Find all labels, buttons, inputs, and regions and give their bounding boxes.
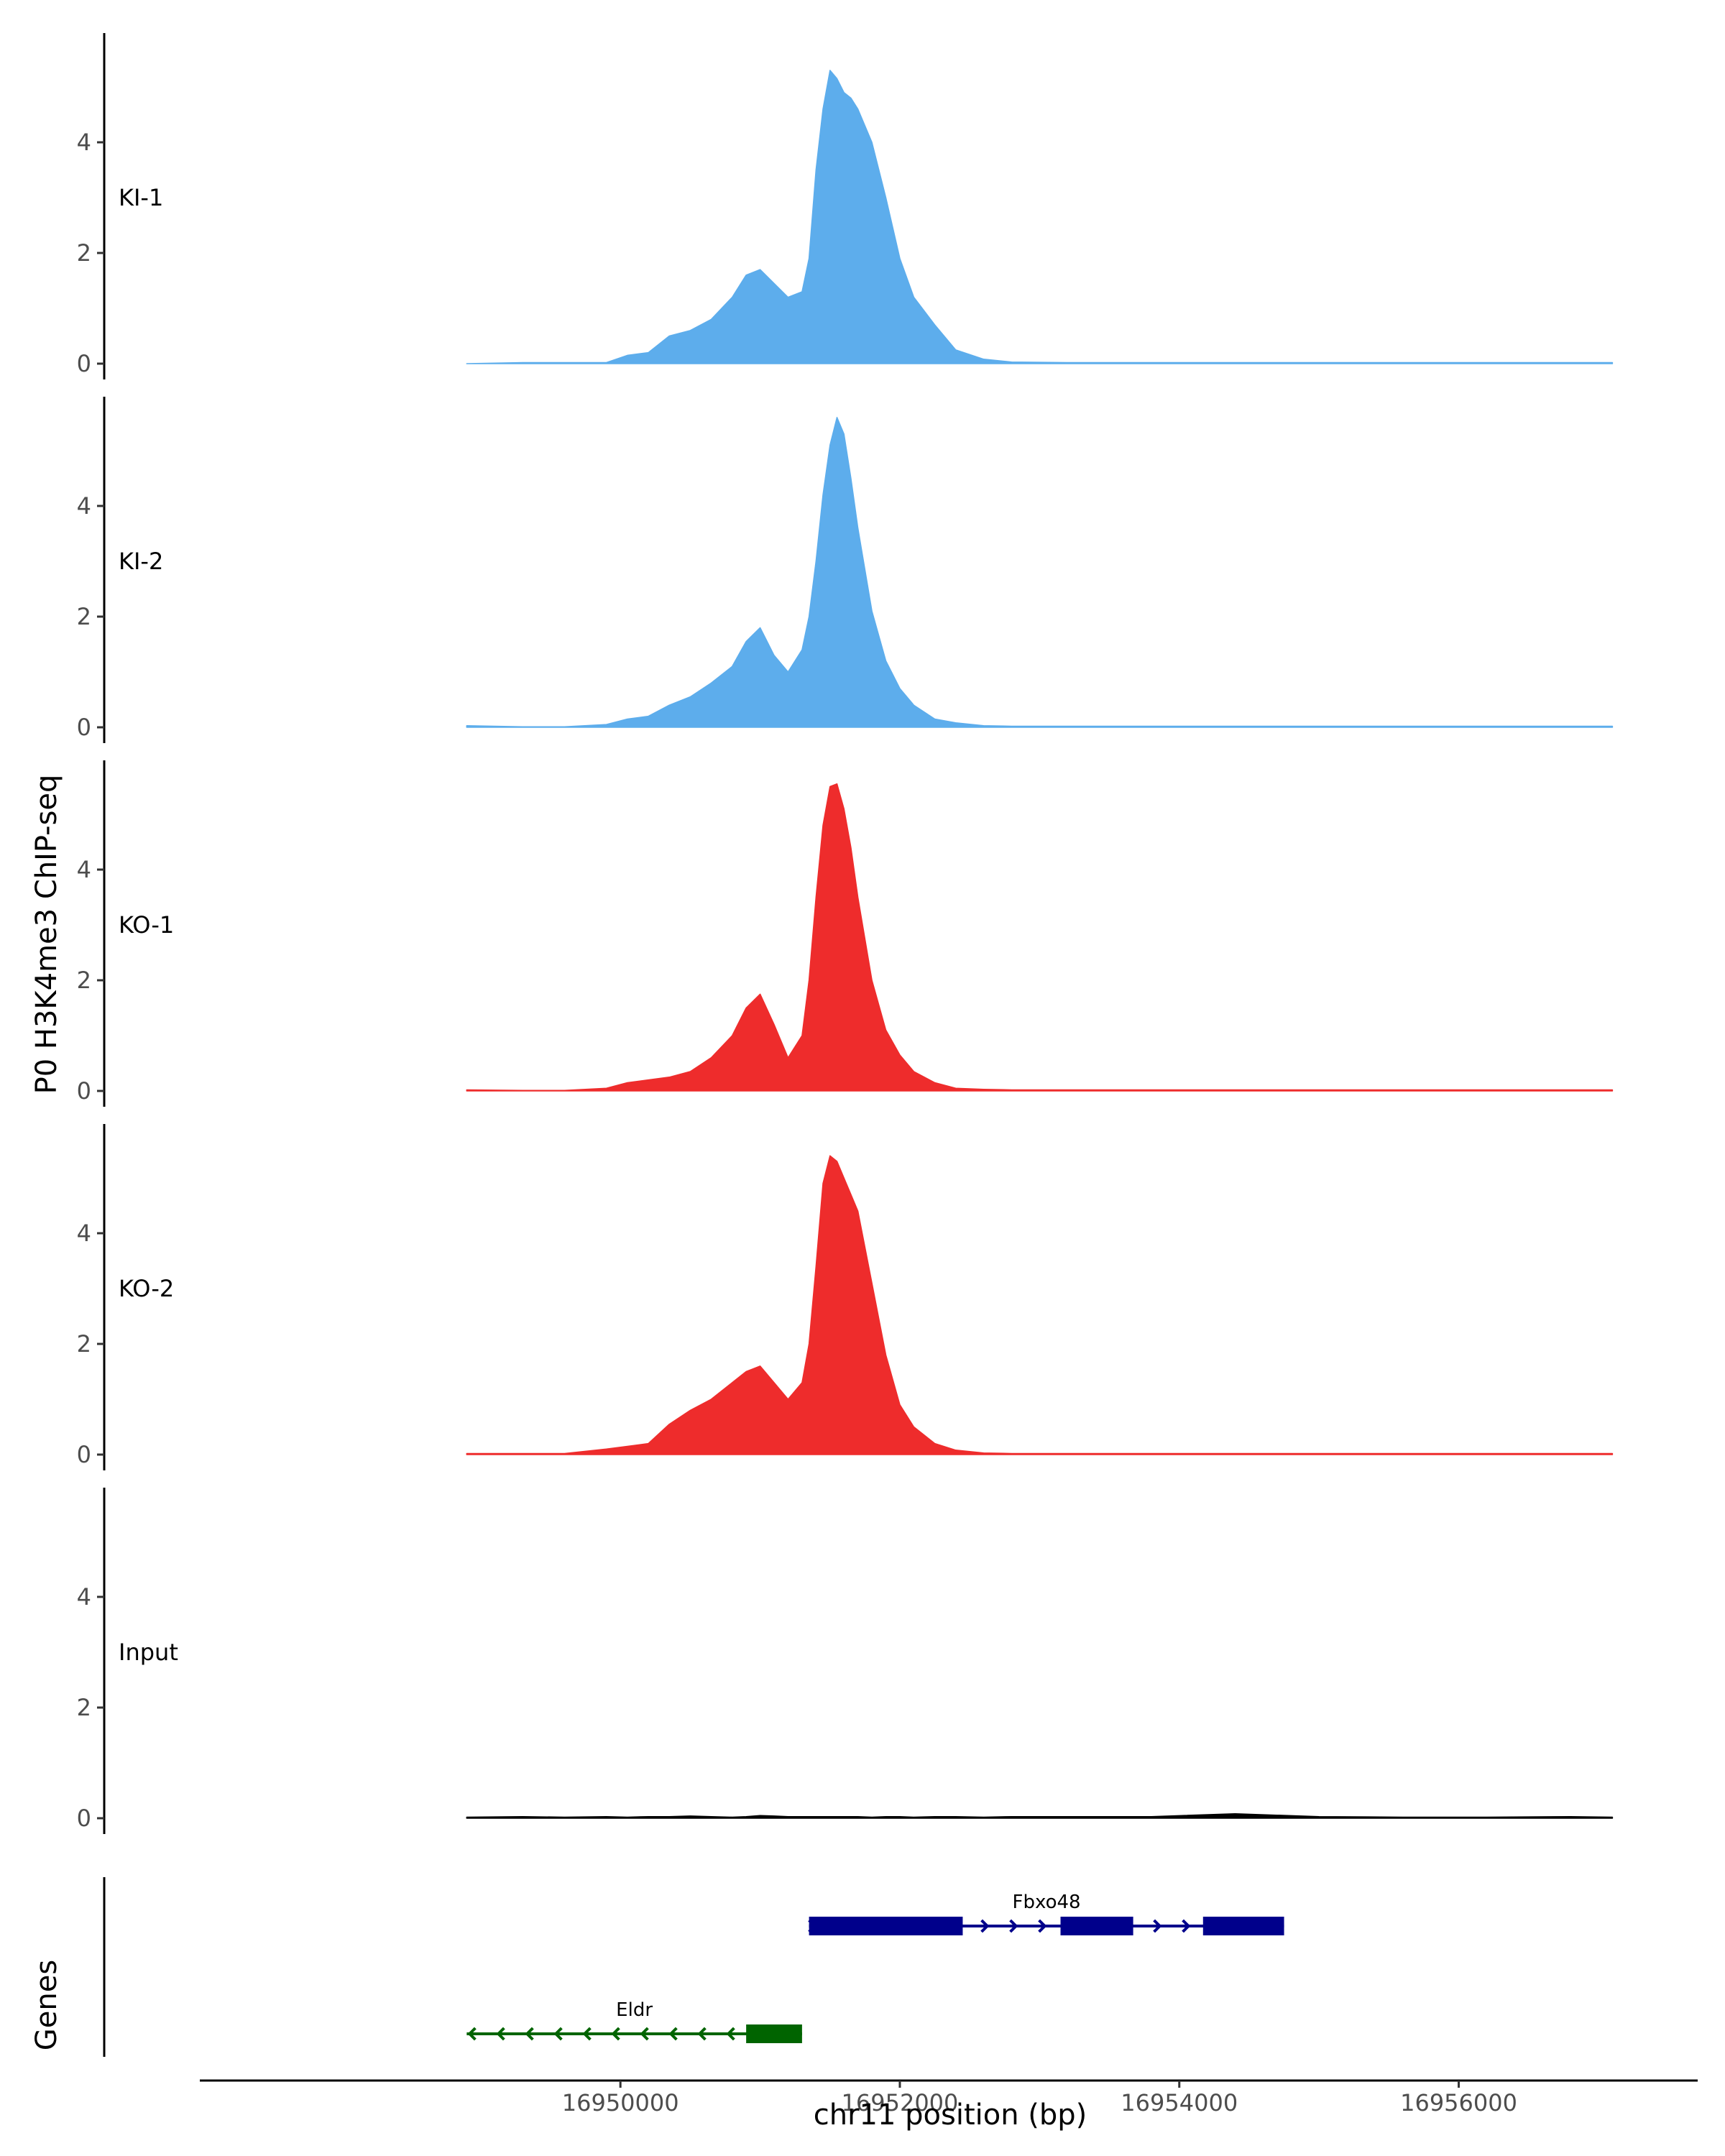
x-axis-title: chr11 position (bp) [814, 2099, 1087, 2132]
strand-arrow [640, 2027, 649, 2041]
signal-area-ko-2 [466, 1155, 1614, 1455]
y-tick-label: 0 [77, 350, 91, 377]
y-tick-label: 0 [77, 1077, 91, 1105]
x-axis: 16950000 16952000 16954000 16956000 [200, 2079, 1698, 2116]
strand-arrow [611, 2027, 620, 2041]
y-tick-label: 4 [77, 856, 91, 883]
y-tick-label: 4 [77, 129, 91, 156]
x-tick-label: 16950000 [562, 2089, 679, 2116]
signal-area-input [466, 1813, 1614, 1819]
track-label: KO-1 [119, 911, 174, 939]
y-tick-label: 2 [77, 239, 91, 267]
track-label: KI-2 [119, 548, 163, 575]
strand-arrow [668, 2027, 678, 2041]
y-tick-label: 2 [77, 1694, 91, 1721]
gene-exon [1060, 1917, 1133, 1935]
y-tick-label: 4 [77, 1583, 91, 1611]
gene-label: Eldr [616, 1999, 653, 2021]
y-tick-label: 0 [77, 1441, 91, 1468]
y-tick-label: 2 [77, 1330, 91, 1358]
strand-arrow [1009, 1919, 1018, 1933]
signal-area-ki-2 [466, 417, 1614, 728]
x-tick-label: 16954000 [1121, 2089, 1238, 2116]
gene-exon [809, 1917, 963, 1935]
genes-track: Fbxo48 Eldr [103, 1877, 1284, 2057]
x-tick-label: 16956000 [1400, 2089, 1517, 2116]
y-tick-label: 2 [77, 603, 91, 630]
track-label: KO-2 [119, 1275, 174, 1302]
track-ki-2: 0 2 4 KI-2 [77, 397, 1614, 743]
signal-area-ki-1 [466, 70, 1614, 364]
strand-arrow [1182, 1919, 1191, 1933]
signal-tracks: 0 2 4 KI-1 0 2 4 KI-2 0 2 4 KO-1 0 2 4 KO-2 0 2 4 Input [77, 33, 1614, 1834]
track-ki-1: 0 2 4 KI-1 [77, 33, 1614, 379]
gene-eldr: Eldr [466, 1999, 802, 2043]
strand-arrow [1153, 1919, 1162, 1933]
track-ko-1: 0 2 4 KO-1 [77, 760, 1614, 1107]
genes-axis-title: Genes [30, 1960, 63, 2050]
strand-arrow [553, 2027, 563, 2041]
gene-fbxo48: Fbxo48 [808, 1892, 1284, 1935]
y-tick-label: 0 [77, 714, 91, 741]
strand-arrow [525, 2027, 534, 2041]
gene-exon [1202, 1917, 1284, 1935]
strand-arrow [697, 2027, 707, 2041]
strand-arrow [582, 2027, 592, 2041]
y-tick-label: 4 [77, 1220, 91, 1247]
track-ko-2: 0 2 4 KO-2 [77, 1124, 1614, 1470]
strand-arrow [1038, 1919, 1047, 1933]
x-tick-label: 16952000 [842, 2089, 959, 2116]
track-label: Input [119, 1639, 178, 1666]
gene-exon [746, 2024, 802, 2043]
strand-arrow [726, 2027, 735, 2041]
y-axis-title: P0 H3K4me3 ChIP-seq [30, 775, 63, 1095]
strand-arrow [980, 1919, 990, 1933]
strand-arrow [467, 2027, 477, 2041]
signal-area-ko-1 [466, 783, 1614, 1092]
track-input: 0 2 4 Input [77, 1488, 1614, 1834]
y-tick-label: 0 [77, 1805, 91, 1832]
track-label: KI-1 [119, 184, 163, 211]
y-tick-label: 4 [77, 492, 91, 520]
y-tick-label: 2 [77, 967, 91, 994]
strand-arrow [496, 2027, 505, 2041]
gene-label: Fbxo48 [1013, 1892, 1081, 1913]
